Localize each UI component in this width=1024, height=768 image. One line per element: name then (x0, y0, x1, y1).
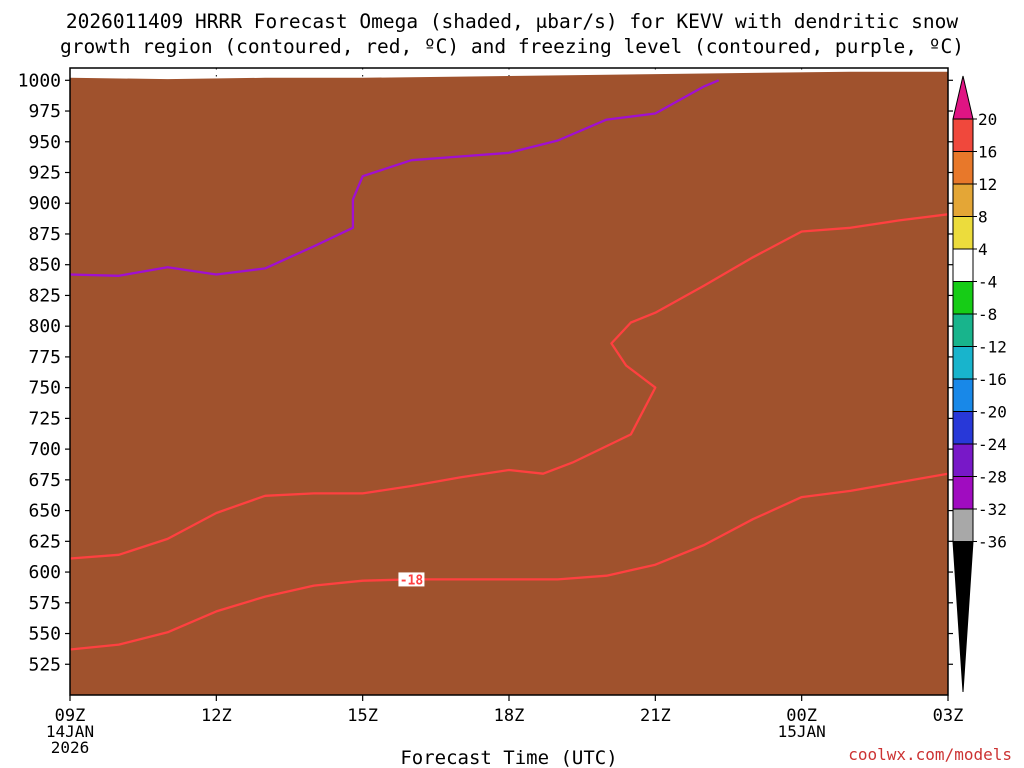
x-tick-label: 00Z (786, 706, 817, 726)
colorbar-label: -32 (978, 500, 1007, 519)
colorbar-label: -12 (978, 338, 1007, 357)
x-tick-label: 09Z (55, 706, 86, 726)
colorbar-arrow-bottom (952, 541, 974, 693)
x-tick-label: 03Z (933, 706, 964, 726)
colorbar-segment (952, 476, 974, 510)
colorbar-label: 20 (978, 110, 997, 129)
chart-title-line2: growth region (contoured, red, ºC) and f… (60, 35, 964, 58)
y-tick-label: 625 (28, 531, 61, 552)
colorbar-label: 8 (978, 208, 988, 227)
contour-label-bg (398, 572, 425, 587)
colorbar-segment (952, 378, 974, 412)
contours: -18 (70, 79, 948, 651)
colorbar-segment (952, 183, 974, 217)
y-tick-label: 525 (28, 654, 61, 675)
colorbar-label: 16 (978, 143, 997, 162)
colorbar-segment (952, 346, 974, 380)
colorbar-segment (952, 508, 974, 542)
x-tick-label: 15Z (347, 706, 378, 726)
y-tick-label: 925 (28, 163, 61, 184)
colorbar-segment (952, 411, 974, 445)
y-tick-label: 975 (28, 101, 61, 122)
y-tick-label: 775 (28, 347, 61, 368)
colorbar-label: -24 (978, 435, 1007, 454)
colorbar: 20 16 12 8 4 -4 -8 -12 -16 -20 -24 -28 -32 -36 (952, 75, 1007, 693)
y-tick-label: 550 (28, 624, 61, 645)
y-tick-label: 1000 (18, 70, 61, 91)
y-tick-label: 950 (28, 132, 61, 153)
x-tick-date: 15JAN (778, 722, 826, 741)
y-tick-label: 875 (28, 224, 61, 245)
x-tick-date: 14JAN (46, 722, 94, 741)
colorbar-label: -16 (978, 370, 1007, 389)
colorbar-label: -36 (978, 533, 1007, 552)
y-tick-label: 750 (28, 378, 61, 399)
colorbar-segment (952, 248, 974, 282)
colorbar-arrow-top (952, 75, 974, 120)
colorbar-segment (952, 151, 974, 185)
colorbar-segment (952, 313, 974, 347)
x-axis-label: Forecast Time (UTC) (400, 747, 617, 768)
y-tick-label: 600 (28, 562, 61, 583)
colorbar-segment (952, 216, 974, 250)
colorbar-label: -4 (978, 273, 997, 292)
y-tick-label: 575 (28, 593, 61, 614)
axes: 525 550 575 600 625 650 675 700 725 750 775 800 825 8… (18, 70, 964, 757)
colorbar-segment (952, 281, 974, 315)
terrain (70, 71, 948, 695)
dgz-upper-contour (70, 472, 948, 651)
x-tick-label: 18Z (494, 706, 525, 726)
y-tick-label: 900 (28, 193, 61, 214)
chart-title-line1: 2026011409 HRRR Forecast Omega (shaded, … (66, 10, 958, 33)
y-tick-label: 700 (28, 439, 61, 460)
colorbar-segment (952, 118, 974, 152)
colorbar-label: -28 (978, 468, 1007, 487)
x-tick-label: 12Z (201, 706, 232, 726)
terrain-fill (70, 71, 948, 695)
colorbar-label: 4 (978, 240, 988, 259)
colorbar-segment (952, 443, 974, 477)
dgz-lower-contour (70, 213, 948, 560)
colorbar-label: -20 (978, 403, 1007, 422)
x-tick-label: 21Z (640, 706, 671, 726)
y-tick-label: 725 (28, 408, 61, 429)
y-tick-label: 825 (28, 285, 61, 306)
contour-label: -18 (400, 573, 424, 588)
freezing-level-contour (70, 79, 720, 277)
y-tick-label: 650 (28, 501, 61, 522)
y-tick-label: 850 (28, 255, 61, 276)
y-tick-label: 800 (28, 316, 61, 337)
x-tick-year: 2026 (51, 738, 90, 757)
colorbar-label: -8 (978, 305, 997, 324)
colorbar-label: 12 (978, 175, 997, 194)
credit-text: coolwx.com/models (848, 745, 1012, 764)
y-tick-label: 675 (28, 470, 61, 491)
